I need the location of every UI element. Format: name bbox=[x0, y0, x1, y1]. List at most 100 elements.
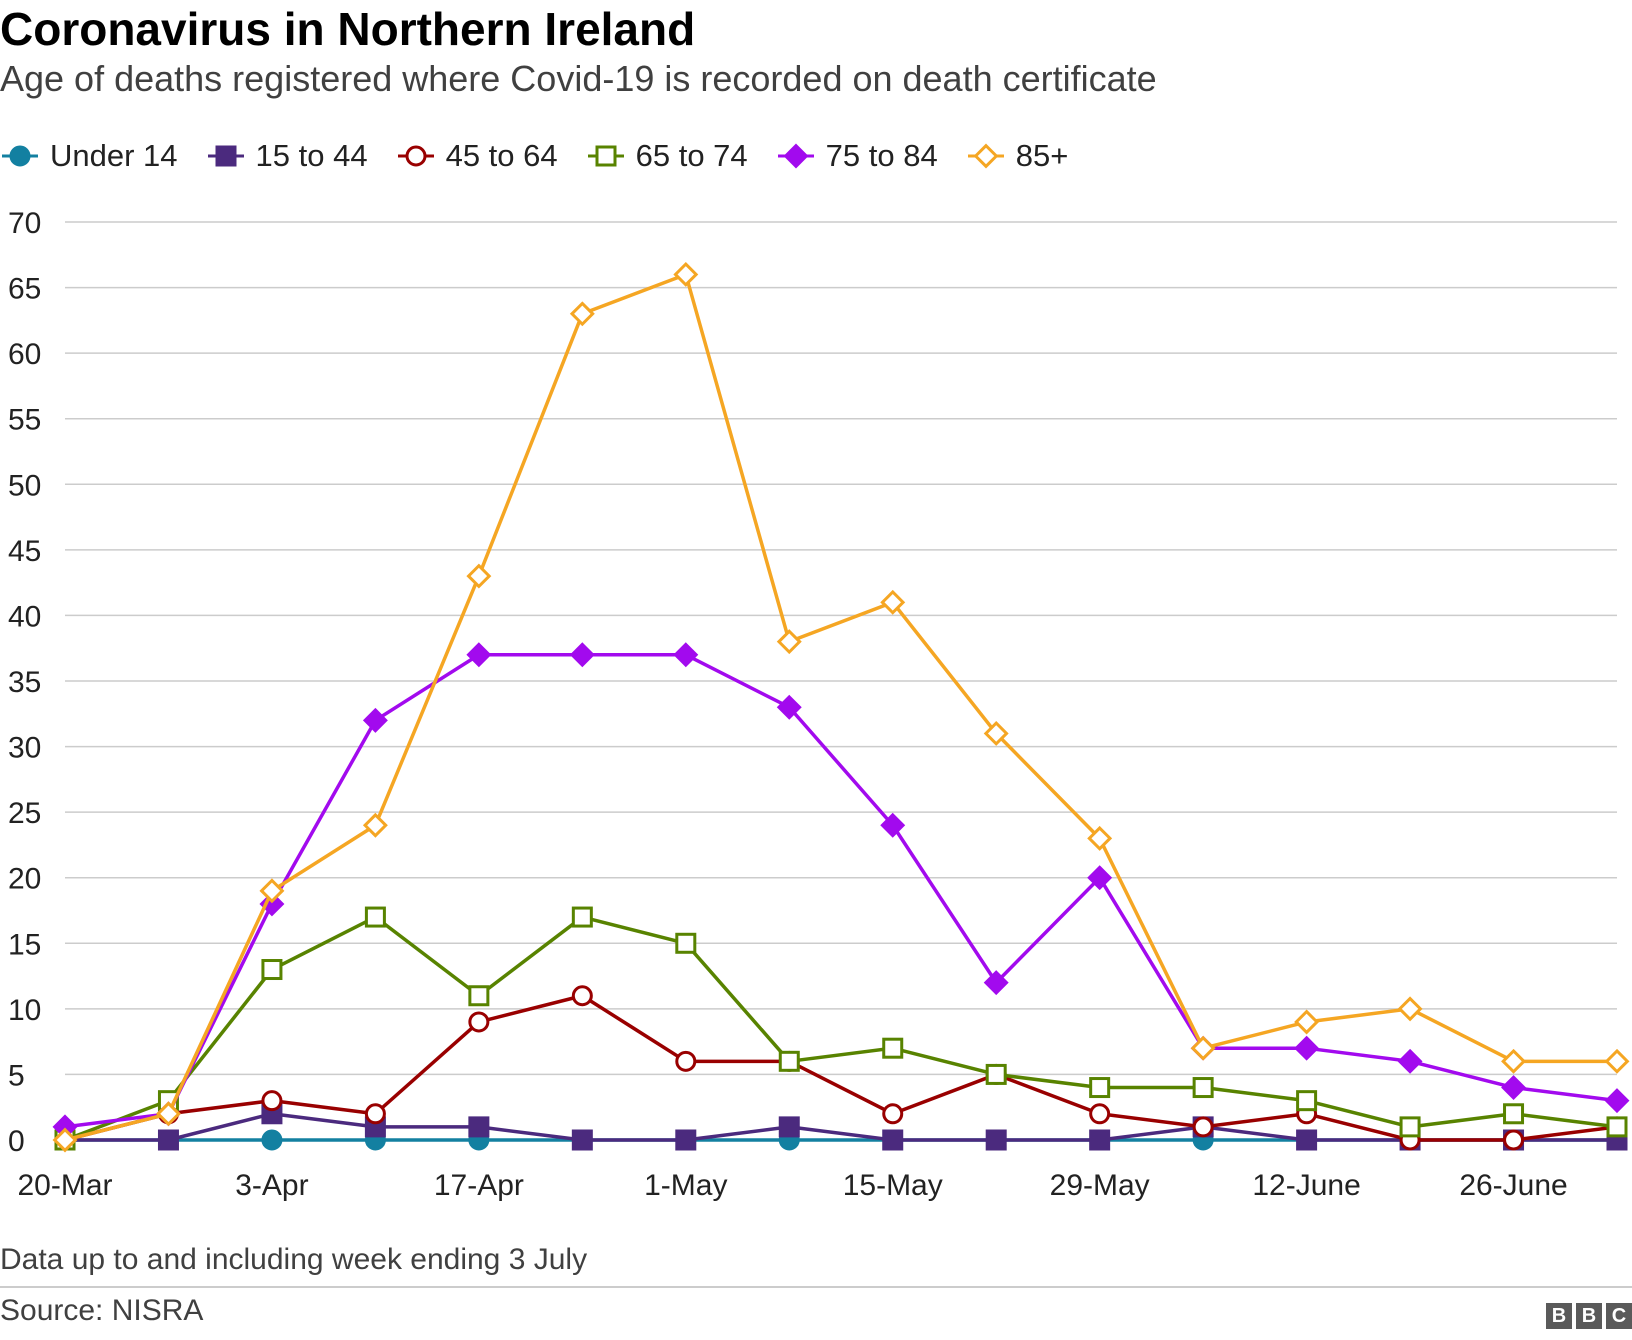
data-point bbox=[1296, 1090, 1318, 1112]
data-point bbox=[571, 906, 593, 928]
data-point bbox=[1294, 1009, 1320, 1035]
x-tick-label: 29-May bbox=[1050, 1169, 1150, 1202]
y-tick-label: 55 bbox=[8, 404, 41, 437]
legend-item: 65 to 74 bbox=[586, 138, 748, 174]
data-point bbox=[468, 1116, 490, 1138]
data-point bbox=[880, 812, 906, 838]
series-line bbox=[65, 1112, 1617, 1142]
data-point bbox=[673, 261, 699, 287]
data-point bbox=[1397, 996, 1423, 1022]
data-point bbox=[571, 985, 593, 1007]
data-point bbox=[259, 878, 285, 904]
data-point bbox=[261, 959, 283, 981]
data-point bbox=[468, 985, 490, 1007]
data-point bbox=[1087, 825, 1113, 851]
y-tick-label: 5 bbox=[8, 1059, 25, 1092]
data-point bbox=[673, 642, 699, 668]
legend-swatch bbox=[967, 143, 1004, 169]
logo-letter: C bbox=[1606, 1303, 1632, 1329]
data-point bbox=[261, 1129, 283, 1151]
x-tick-label: 20-Mar bbox=[17, 1169, 112, 1202]
legend-label: 85+ bbox=[1015, 138, 1069, 173]
data-point bbox=[157, 1129, 179, 1151]
legend-swatch bbox=[207, 145, 244, 167]
data-point bbox=[261, 1090, 283, 1112]
data-point bbox=[155, 1101, 181, 1127]
series-line bbox=[64, 653, 1618, 1129]
data-point bbox=[1399, 1116, 1421, 1138]
footnote: Data up to and including week ending 3 J… bbox=[0, 1243, 588, 1276]
data-point bbox=[468, 1011, 490, 1033]
data-point bbox=[364, 1103, 386, 1125]
data-point bbox=[778, 1116, 800, 1138]
legend-marker bbox=[595, 145, 617, 167]
data-point bbox=[983, 970, 1009, 996]
legend-marker bbox=[783, 143, 809, 169]
x-tick-label: 1-May bbox=[644, 1169, 727, 1202]
legend-marker bbox=[9, 145, 31, 167]
legend-swatch bbox=[587, 145, 624, 167]
data-point bbox=[1190, 1035, 1216, 1061]
y-tick-label: 45 bbox=[8, 535, 41, 568]
data-point bbox=[1089, 1077, 1111, 1099]
legend-marker bbox=[215, 145, 237, 167]
data-point bbox=[1397, 1048, 1423, 1074]
y-tick-label: 0 bbox=[8, 1125, 25, 1158]
series-85- bbox=[52, 261, 1630, 1153]
legend-label: Under 14 bbox=[50, 138, 178, 173]
data-point bbox=[1087, 865, 1113, 891]
legend-item: 15 to 44 bbox=[206, 138, 368, 174]
series-line bbox=[64, 272, 1617, 1142]
x-tick-label: 3-Apr bbox=[235, 1169, 308, 1202]
data-point bbox=[985, 1063, 1007, 1085]
data-point bbox=[259, 891, 285, 917]
data-point bbox=[778, 1050, 800, 1072]
data-point bbox=[362, 812, 388, 838]
data-point bbox=[364, 906, 386, 928]
legend-label: 75 to 84 bbox=[825, 138, 938, 173]
data-point bbox=[1606, 1116, 1628, 1138]
x-tick-label: 17-Apr bbox=[434, 1169, 524, 1202]
series-15-to-44 bbox=[54, 1103, 1628, 1151]
legend-swatch bbox=[2, 145, 38, 167]
line-chart: 0 5 10 15 20 25 30 35 40 45 50 55 60 65 70 20-Mar 3-Apr 1… bbox=[8, 207, 1630, 1202]
data-point bbox=[466, 563, 492, 589]
data-point bbox=[52, 1127, 78, 1153]
y-tick-label: 20 bbox=[8, 863, 41, 896]
y-tick-label: 35 bbox=[8, 666, 41, 699]
legend-item: 75 to 84 bbox=[776, 138, 938, 174]
legend-item: 45 to 64 bbox=[396, 138, 558, 174]
x-tick-label: 26-June bbox=[1459, 1169, 1567, 1202]
legend-item: Under 14 bbox=[0, 138, 178, 174]
y-tick-label: 30 bbox=[8, 732, 41, 765]
y-tick-label: 15 bbox=[8, 928, 41, 961]
chart-title: Coronavirus in Northern Ireland bbox=[0, 3, 696, 55]
data-point bbox=[1296, 1129, 1318, 1151]
data-point bbox=[1192, 1116, 1214, 1138]
y-tick-label: 70 bbox=[8, 207, 41, 240]
data-point bbox=[1089, 1103, 1111, 1125]
logo-letter: B bbox=[1576, 1303, 1602, 1329]
logo-letter: B bbox=[1546, 1303, 1572, 1329]
data-point bbox=[362, 707, 388, 733]
data-point bbox=[882, 1103, 904, 1125]
legend-marker bbox=[405, 145, 427, 167]
data-point bbox=[675, 1129, 697, 1151]
data-point bbox=[985, 1129, 1007, 1151]
x-tick-label: 12-June bbox=[1252, 1169, 1360, 1202]
x-tick-label: 15-May bbox=[843, 1169, 943, 1202]
data-point bbox=[1089, 1129, 1111, 1151]
data-point bbox=[882, 1129, 904, 1151]
chart-legend: Under 14 15 to 44 45 to 64 65 to 74 75 to 84… bbox=[0, 134, 1096, 178]
data-point bbox=[1501, 1048, 1527, 1074]
data-point bbox=[776, 694, 802, 720]
legend-swatch bbox=[777, 143, 814, 169]
data-point bbox=[569, 642, 595, 668]
chart-subtitle: Age of deaths registered where Covid-19 … bbox=[0, 58, 1157, 99]
data-point bbox=[1294, 1035, 1320, 1061]
legend-marker bbox=[973, 143, 999, 169]
legend-label: 15 to 44 bbox=[255, 138, 368, 173]
data-point bbox=[1192, 1077, 1214, 1099]
data-point bbox=[776, 629, 802, 655]
legend-swatch bbox=[397, 145, 434, 167]
